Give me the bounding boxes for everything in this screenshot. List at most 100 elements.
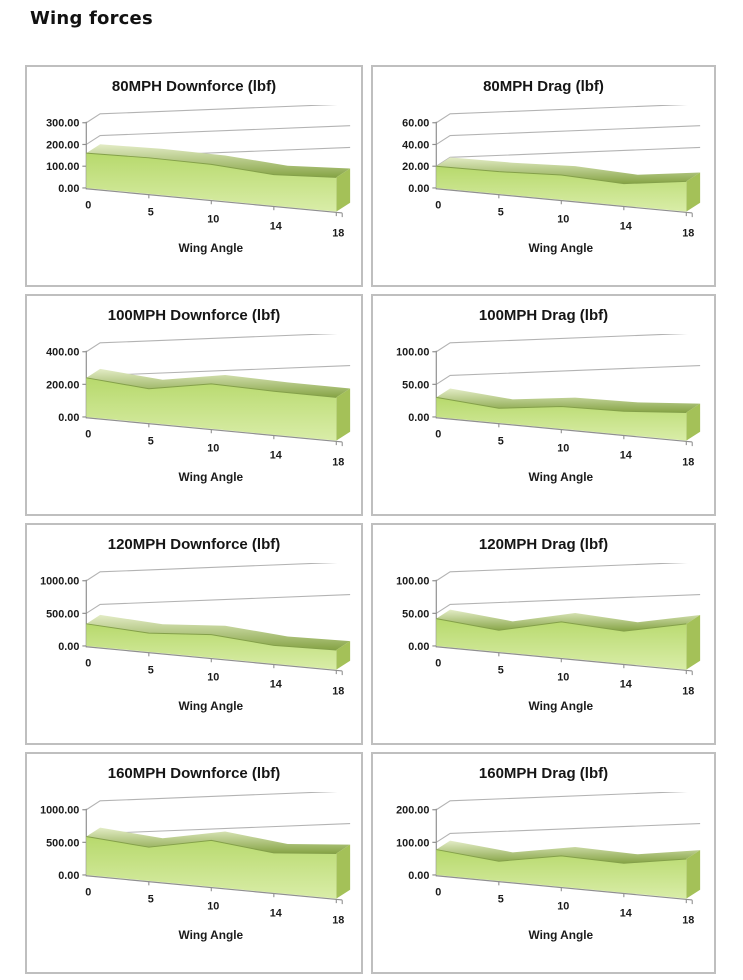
x-axis-title: Wing Angle [528, 470, 593, 484]
svg-text:0.00: 0.00 [408, 183, 429, 195]
area-chart-plot: 0.00 100.00 200.00 0 5 10 14 18 Wing Angle [396, 792, 700, 942]
chart-panel-80mph-downforce-lbf: 80MPH Downforce (lbf) 0.00 100.00 200.00 300… [25, 65, 363, 287]
area-top-surface [435, 157, 700, 184]
svg-text:60.00: 60.00 [402, 118, 429, 130]
x-axis-title: Wing Angle [528, 928, 593, 942]
area-front-face [86, 153, 337, 212]
x-axis [435, 417, 693, 447]
x-axis [435, 188, 693, 218]
gridline [435, 792, 688, 811]
charts-grid: 80MPH Downforce (lbf) 0.00 100.00 200.00 300… [25, 65, 716, 974]
x-tick-labels: 0 5 10 14 18 [435, 658, 694, 698]
svg-text:18: 18 [682, 456, 694, 468]
chart-panel-160mph-downforce-lbf: 160MPH Downforce (lbf) 0.00 500.00 1000.00 0… [25, 752, 363, 974]
svg-text:0: 0 [85, 200, 91, 212]
svg-text:10: 10 [557, 214, 569, 226]
gridline [85, 105, 338, 124]
svg-text:18: 18 [332, 227, 344, 239]
area-side-face [685, 615, 700, 670]
area-chart-plot: 0.00 500.00 1000.00 0 5 10 14 18 Wing Angle [40, 563, 351, 713]
x-axis [86, 417, 343, 447]
svg-text:18: 18 [682, 914, 694, 926]
x-axis [86, 875, 343, 905]
gridline [435, 125, 700, 145]
gridline [435, 105, 688, 124]
chart-title: 120MPH Drag (lbf) [478, 536, 609, 553]
area-side-face [336, 844, 351, 899]
x-axis [435, 646, 693, 676]
svg-text:5: 5 [148, 665, 154, 677]
svg-text:0: 0 [435, 658, 441, 670]
area-top-surface [86, 827, 351, 854]
chart-title: 80MPH Downforce (lbf) [111, 78, 277, 95]
x-tick-labels: 0 5 10 14 18 [85, 200, 344, 240]
svg-text:10: 10 [207, 672, 219, 684]
svg-text:14: 14 [270, 449, 282, 461]
data-line [435, 849, 686, 864]
svg-text:200.00: 200.00 [396, 805, 429, 817]
x-tick-labels: 0 5 10 14 18 [85, 429, 344, 469]
area-top-surface [435, 388, 700, 413]
svg-text:14: 14 [619, 220, 631, 232]
area-top-surface [86, 144, 351, 178]
svg-text:18: 18 [332, 456, 344, 468]
svg-text:18: 18 [332, 914, 344, 926]
gridline [85, 563, 338, 582]
svg-text:14: 14 [619, 449, 631, 461]
svg-text:100.00: 100.00 [396, 837, 429, 849]
chart-title: 160MPH Drag (lbf) [478, 765, 609, 782]
svg-text:100.00: 100.00 [396, 576, 429, 588]
x-axis-title: Wing Angle [179, 241, 244, 255]
gridline [85, 594, 351, 614]
area-front-face [435, 849, 686, 899]
data-line [86, 836, 337, 855]
y-axis [431, 121, 437, 190]
svg-text:50.00: 50.00 [402, 379, 429, 391]
chart-panel-100mph-drag-lbf: 100MPH Drag (lbf) 0.00 50.00 100.00 0 5 10 14 18… [371, 294, 716, 516]
chart-title: 120MPH Downforce (lbf) [107, 536, 281, 553]
y-tick-labels: 0.00 500.00 1000.00 [40, 576, 79, 653]
chart-panel-80mph-drag-lbf: 80MPH Drag (lbf) 0.00 20.00 40.00 60.00 0 5 10 1… [371, 65, 716, 287]
svg-text:10: 10 [557, 901, 569, 913]
svg-text:10: 10 [207, 214, 219, 226]
svg-text:500.00: 500.00 [46, 837, 79, 849]
x-tick-labels: 0 5 10 14 18 [85, 658, 344, 698]
page-title: Wing forces [30, 8, 153, 29]
svg-text:100.00: 100.00 [396, 347, 429, 359]
y-tick-labels: 0.00 100.00 200.00 300.00 [46, 118, 79, 195]
data-line [435, 165, 686, 185]
x-tick-labels: 0 5 10 14 18 [435, 887, 694, 927]
svg-text:0: 0 [85, 887, 91, 899]
y-axis [82, 579, 87, 648]
svg-text:10: 10 [207, 901, 219, 913]
svg-text:14: 14 [619, 907, 631, 919]
svg-text:1000.00: 1000.00 [40, 805, 79, 817]
chart-title: 80MPH Drag (lbf) [483, 78, 604, 95]
x-tick-labels: 0 5 10 14 18 [85, 887, 344, 927]
svg-text:0: 0 [435, 429, 441, 441]
area-front-face [86, 623, 337, 670]
area-front-face [435, 166, 686, 212]
area-top-surface [86, 614, 351, 651]
svg-text:50.00: 50.00 [402, 608, 429, 620]
svg-text:5: 5 [148, 207, 154, 219]
area-chart-plot: 0.00 50.00 100.00 0 5 10 14 18 Wing Angle [396, 334, 700, 484]
data-line [435, 396, 686, 413]
svg-text:14: 14 [270, 907, 282, 919]
area-chart-plot: 0.00 20.00 40.00 60.00 0 5 10 14 18 Wing Angle [402, 105, 700, 255]
x-axis-title: Wing Angle [179, 470, 244, 484]
svg-text:5: 5 [148, 894, 154, 906]
data-line [86, 377, 337, 398]
svg-text:0.00: 0.00 [58, 870, 79, 882]
chart-title: 160MPH Downforce (lbf) [107, 765, 281, 782]
chart-title: 100MPH Drag (lbf) [478, 307, 609, 324]
y-axis [82, 808, 87, 877]
gridline [435, 594, 700, 614]
svg-text:0: 0 [85, 429, 91, 441]
svg-text:5: 5 [497, 207, 503, 219]
svg-text:200.00: 200.00 [46, 139, 79, 151]
x-axis [86, 646, 343, 676]
svg-text:0.00: 0.00 [408, 641, 429, 653]
chart-panel-100mph-downforce-lbf: 100MPH Downforce (lbf) 0.00 200.00 400.00 0 5… [25, 294, 363, 516]
gridline [435, 334, 688, 353]
